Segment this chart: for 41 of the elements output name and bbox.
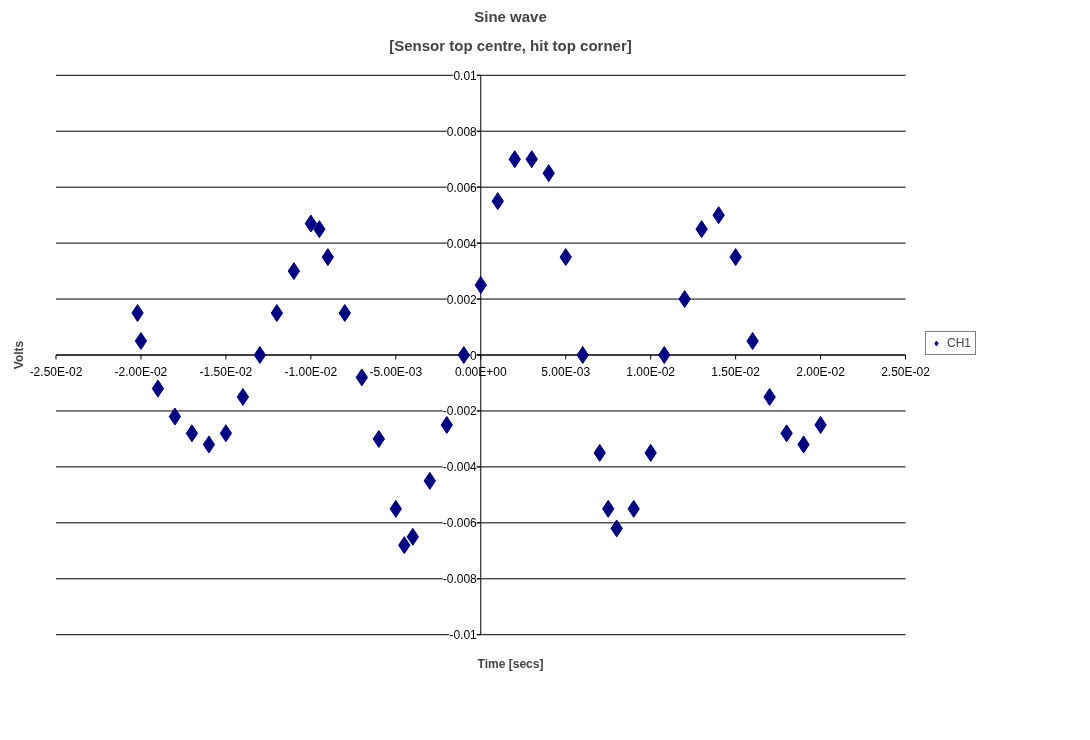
y-tick-label: -0.004: [442, 460, 478, 475]
point: [457, 346, 470, 364]
point: [576, 346, 589, 364]
chart-title: Sine wave: [474, 7, 547, 25]
x-tick-label: 5.00E-03: [541, 365, 591, 379]
y-tick-label: 0.01: [453, 68, 478, 83]
point: [219, 424, 233, 443]
x-tick-label: -2.00E-02: [114, 365, 168, 379]
y-axis-title: Volts: [11, 340, 26, 370]
x-tick-label: 1.50E-02: [711, 365, 761, 379]
y-tick-label: -0.008: [442, 572, 478, 587]
y-tick-label: -0.006: [442, 516, 478, 531]
y-tick-label: 0.004: [446, 236, 478, 251]
chart-subtitle: [Sensor top centre, hit top corner]: [389, 36, 632, 54]
y-tick-label: -0.002: [442, 404, 478, 419]
point: [270, 304, 284, 323]
point: [236, 387, 250, 406]
x-tick-label: -1.50E-02: [199, 365, 253, 379]
x-tick-label: 1.00E-02: [626, 365, 676, 379]
y-tick-label: 0: [470, 348, 478, 363]
point: [321, 248, 335, 267]
y-tick-label: 0.002: [446, 292, 478, 307]
x-tick-label: 2.50E-02: [881, 365, 931, 379]
x-tick-label: -5.00E-03: [369, 365, 423, 379]
y-tick-label: -0.01: [449, 628, 478, 643]
legend-label: CH1: [947, 336, 972, 350]
y-tick-label: 0.006: [446, 180, 478, 195]
x-tick-label: 2.00E-02: [796, 365, 846, 379]
point: [253, 346, 267, 364]
point: [151, 379, 165, 398]
x-tick-label: -1.00E-02: [284, 365, 338, 379]
point: [304, 214, 318, 233]
point: [287, 262, 301, 281]
point: [202, 435, 216, 454]
y-tick-label: 0.008: [446, 124, 478, 139]
x-axis-title: Time [secs]: [477, 656, 544, 671]
point: [658, 346, 671, 364]
point: [168, 407, 182, 426]
point: [134, 332, 148, 351]
point: [185, 424, 199, 443]
x-tick-label: -2.50E-02: [29, 365, 83, 379]
